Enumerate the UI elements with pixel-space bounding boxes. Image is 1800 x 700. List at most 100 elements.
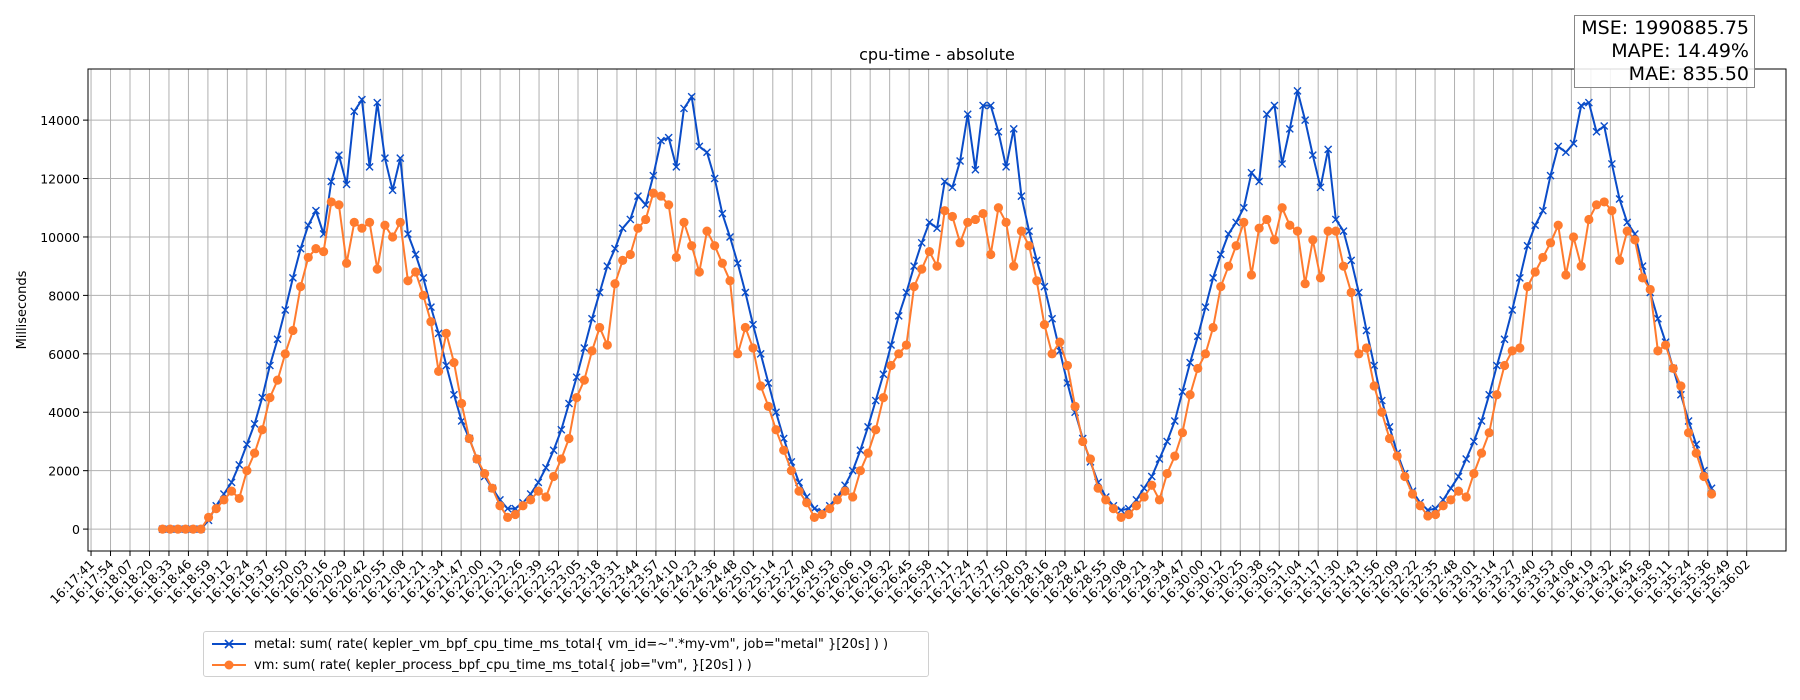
data-point-x bbox=[1316, 183, 1325, 192]
data-point-x bbox=[948, 183, 957, 192]
data-point-x bbox=[1293, 86, 1302, 95]
data-point-circle bbox=[1584, 214, 1594, 225]
data-point-x bbox=[1446, 484, 1455, 493]
data-point-x bbox=[1584, 98, 1593, 107]
data-point-circle bbox=[664, 200, 674, 210]
data-point-circle bbox=[1522, 282, 1533, 292]
data-point-x bbox=[986, 101, 995, 110]
data-point-circle bbox=[825, 504, 835, 514]
data-point-circle bbox=[1055, 337, 1065, 347]
data-point-x bbox=[1354, 288, 1363, 297]
data-point-x bbox=[1270, 101, 1279, 110]
data-point-x bbox=[610, 244, 619, 253]
data-point-x bbox=[1040, 282, 1049, 291]
data-point-x bbox=[350, 107, 359, 116]
data-point-circle bbox=[779, 445, 789, 455]
data-point-x bbox=[357, 95, 366, 104]
data-point-circle bbox=[894, 349, 904, 359]
data-point-circle bbox=[1277, 203, 1287, 213]
legend-label-metal: metal: sum( rate( kepler_vm_bpf_cpu_time… bbox=[254, 636, 889, 652]
data-point-circle bbox=[533, 486, 543, 496]
data-point-x bbox=[1178, 387, 1187, 396]
data-point-circle bbox=[196, 524, 206, 534]
data-point-circle bbox=[1285, 220, 1295, 230]
data-point-x bbox=[971, 165, 980, 174]
data-point-circle bbox=[671, 252, 681, 263]
data-point-circle bbox=[1239, 217, 1249, 227]
data-point-x bbox=[419, 273, 428, 282]
data-point-x bbox=[587, 314, 596, 323]
data-point-circle bbox=[1047, 349, 1057, 359]
data-point-x bbox=[1477, 417, 1486, 426]
data-point-x bbox=[1569, 139, 1578, 148]
y-axis-label: Milliseconds bbox=[15, 270, 30, 349]
series-line bbox=[162, 90, 1713, 531]
data-point-circle bbox=[556, 454, 566, 464]
data-point-circle bbox=[1254, 223, 1264, 233]
data-point-circle bbox=[725, 276, 735, 286]
data-point-circle bbox=[1407, 489, 1418, 499]
data-point-circle bbox=[1561, 270, 1571, 280]
data-point-circle bbox=[1384, 433, 1395, 444]
data-point-x bbox=[250, 419, 259, 428]
data-point-circle bbox=[165, 524, 175, 534]
data-point-x bbox=[304, 221, 313, 230]
data-point-circle bbox=[1001, 217, 1011, 227]
data-point-x bbox=[1607, 159, 1616, 168]
data-point-x bbox=[1117, 506, 1126, 515]
data-point-circle bbox=[549, 471, 559, 482]
data-point-circle bbox=[1170, 451, 1180, 461]
data-point-circle bbox=[756, 381, 766, 391]
data-point-x bbox=[1538, 206, 1547, 215]
data-point-circle bbox=[1438, 501, 1448, 511]
plot-series bbox=[157, 86, 1717, 534]
data-point-x bbox=[1247, 168, 1256, 177]
data-point-x bbox=[1347, 256, 1356, 265]
data-point-circle bbox=[1346, 287, 1356, 298]
data-point-x bbox=[856, 446, 865, 455]
data-point-x bbox=[442, 361, 451, 370]
data-point-x bbox=[273, 335, 282, 344]
data-point-x bbox=[779, 434, 788, 443]
data-point-circle bbox=[1545, 238, 1556, 248]
data-point-circle bbox=[457, 398, 467, 409]
data-point-x bbox=[311, 206, 320, 215]
data-point-circle bbox=[1507, 346, 1517, 356]
data-point-circle bbox=[1361, 343, 1372, 353]
legend-label-vm: vm: sum( rate( kepler_process_bpf_cpu_ti… bbox=[254, 657, 752, 673]
data-point-x bbox=[1546, 171, 1555, 180]
data-point-x bbox=[603, 262, 612, 271]
chart-title: cpu-time - absolute bbox=[859, 45, 1015, 64]
data-point-circle bbox=[173, 524, 183, 534]
data-point-circle bbox=[1292, 226, 1303, 236]
data-point-x bbox=[1140, 484, 1149, 493]
data-point-x bbox=[1262, 110, 1271, 119]
data-point-circle bbox=[203, 512, 214, 523]
data-point-x bbox=[342, 180, 351, 189]
series-line bbox=[162, 191, 1713, 531]
data-point-circle bbox=[1147, 480, 1157, 490]
data-point-circle bbox=[947, 211, 957, 222]
y-tick-label: 6000 bbox=[48, 347, 80, 362]
data-point-x bbox=[541, 463, 550, 472]
data-point-circle bbox=[1683, 428, 1694, 438]
data-point-x bbox=[1201, 303, 1210, 312]
data-point-circle bbox=[1354, 349, 1364, 359]
data-point-circle bbox=[970, 214, 981, 225]
data-point-circle bbox=[1461, 492, 1471, 502]
data-point-circle bbox=[1484, 428, 1494, 438]
data-point-circle bbox=[871, 425, 881, 435]
data-point-x bbox=[940, 177, 949, 186]
data-point-circle bbox=[1208, 322, 1218, 333]
data-point-circle bbox=[909, 282, 919, 292]
data-point-circle bbox=[480, 468, 490, 479]
mae-value: MAE: 835.50 bbox=[1628, 63, 1749, 85]
data-point-circle bbox=[740, 322, 750, 333]
data-point-circle bbox=[357, 223, 367, 233]
data-point-circle bbox=[1392, 451, 1402, 461]
data-point-x bbox=[979, 101, 988, 110]
data-point-x bbox=[572, 373, 581, 382]
data-point-x bbox=[1615, 194, 1624, 203]
data-point-circle bbox=[1162, 468, 1172, 479]
data-point-circle bbox=[1576, 261, 1586, 271]
